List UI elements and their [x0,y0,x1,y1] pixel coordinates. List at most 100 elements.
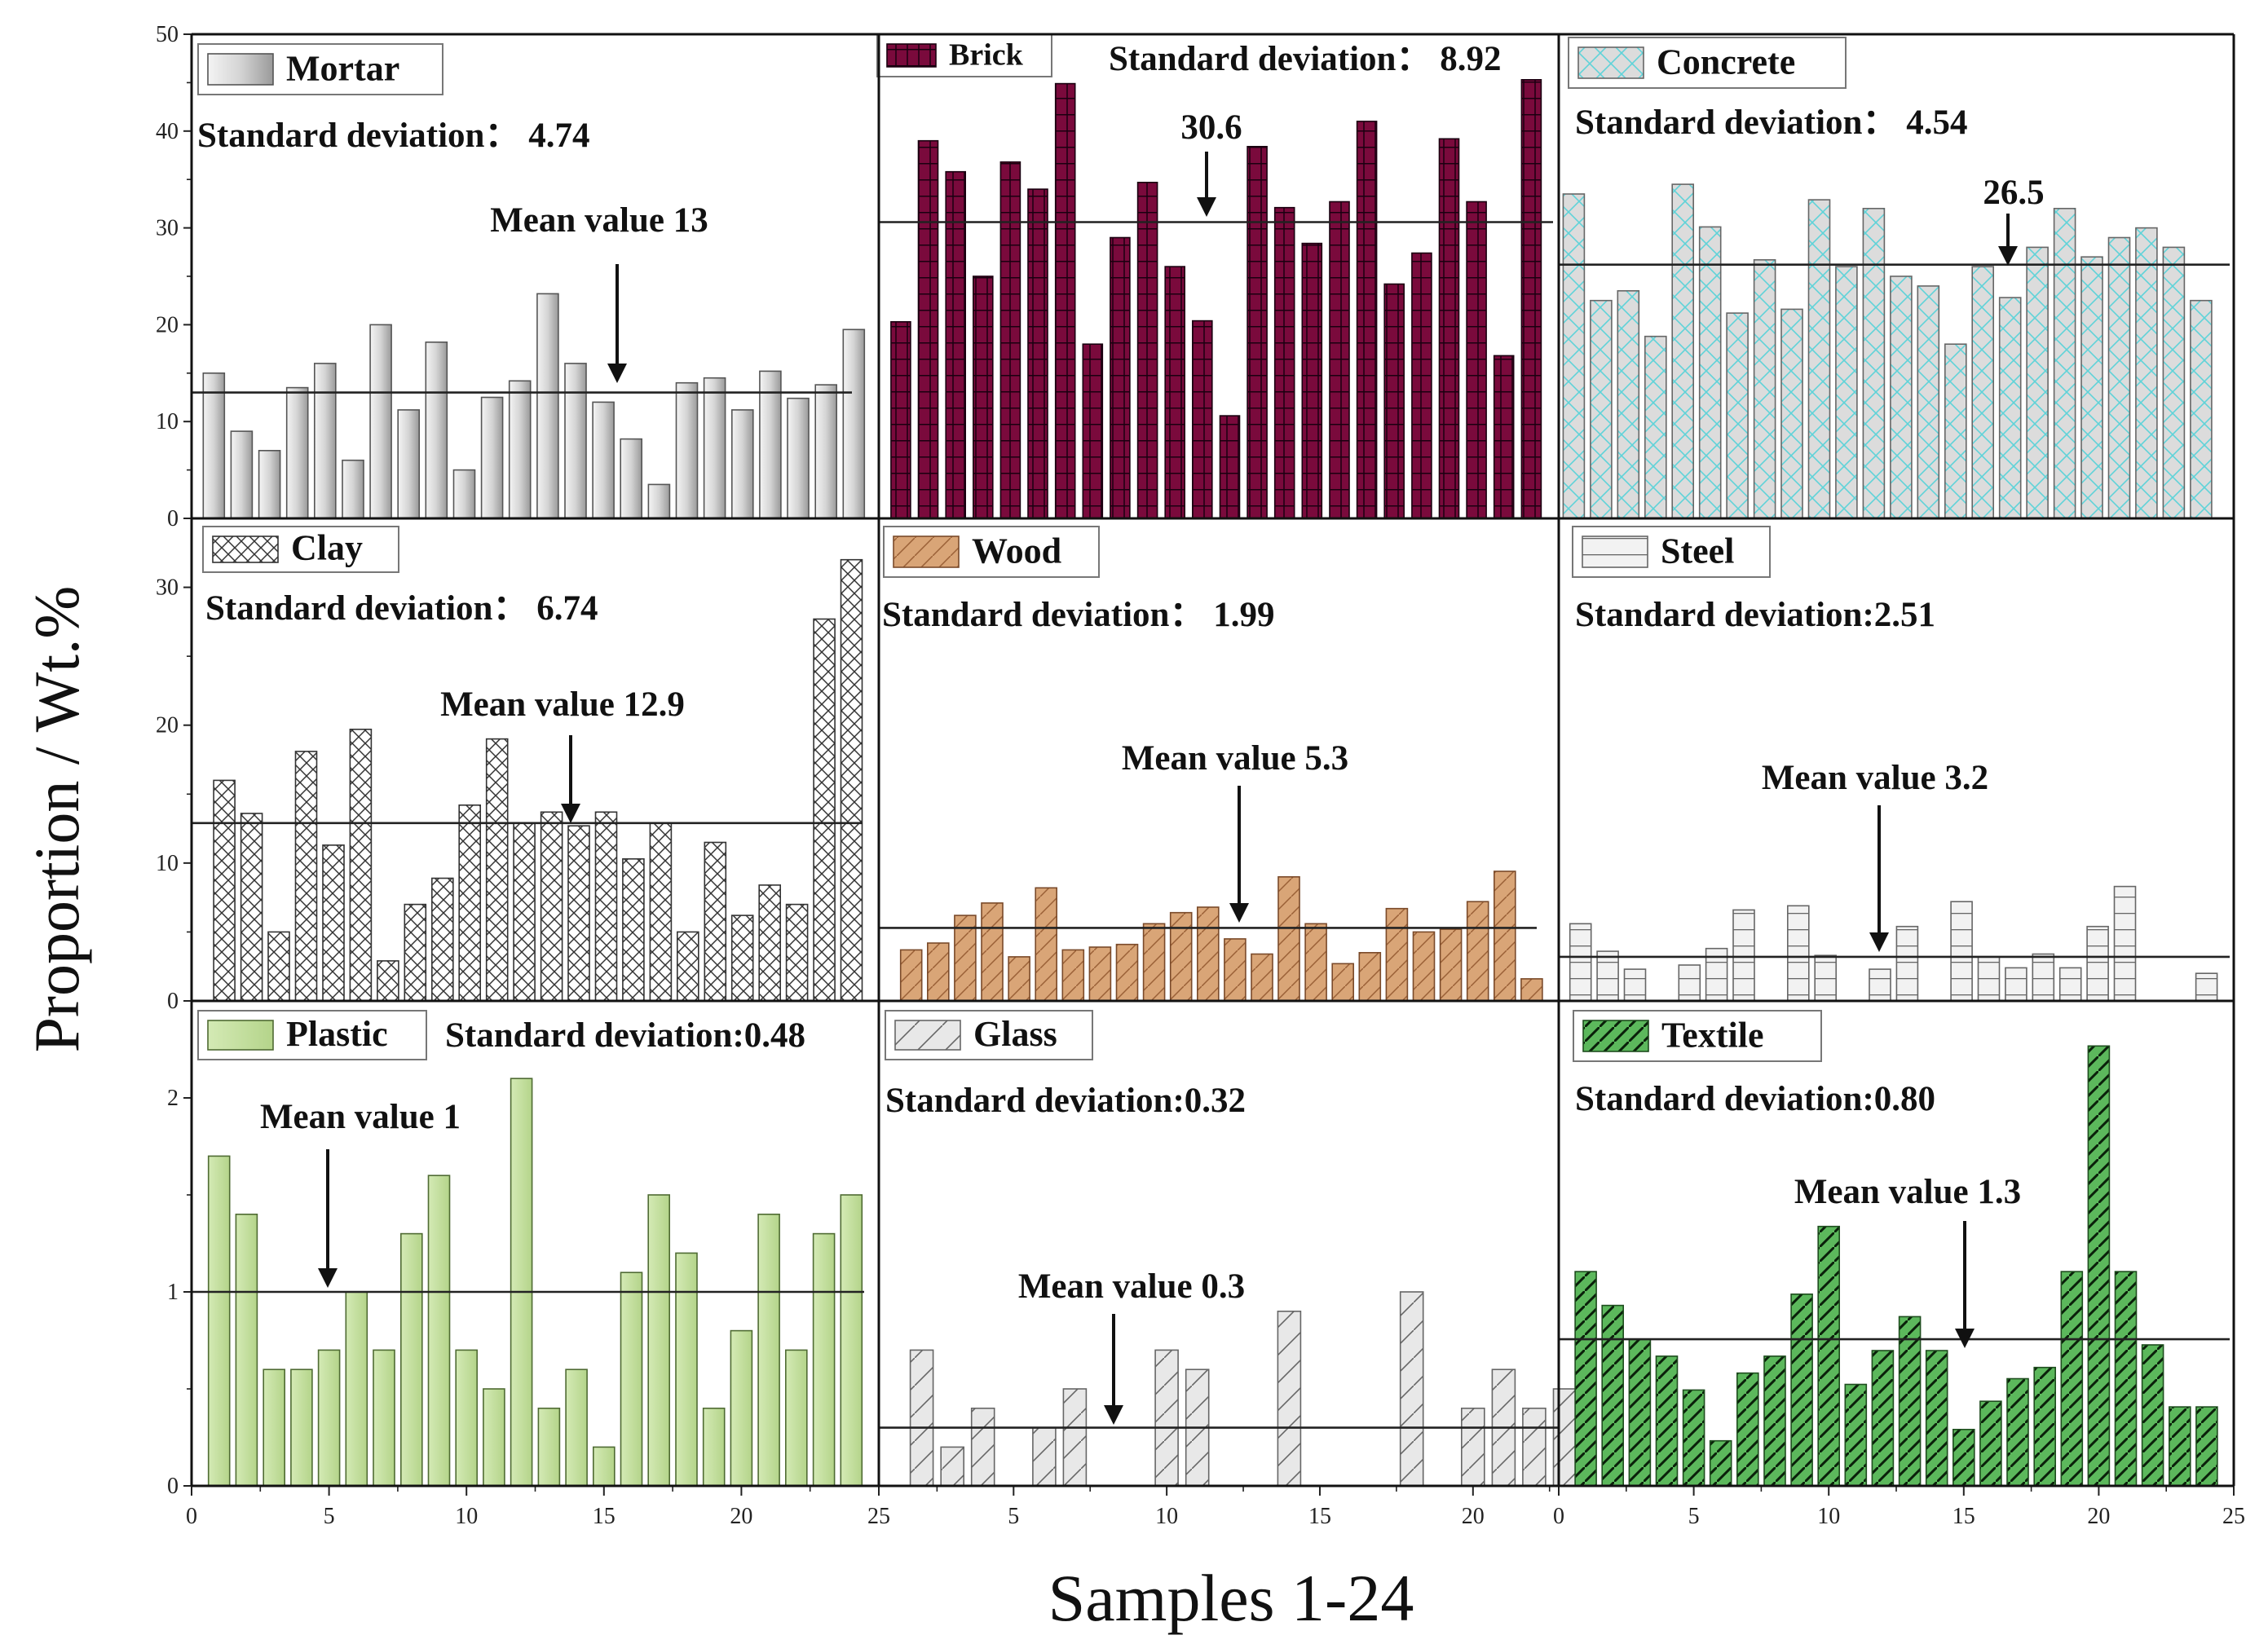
glass-bar-3 [970,1408,995,1487]
steel-bar-2 [1596,950,1619,1002]
panel-steel: Steel Standard deviation:2.51 Mean value 3… [1559,526,2230,1002]
glass-mean-label: Mean value 0.3 [1018,1267,1245,1306]
clay-bar-17 [649,822,673,1002]
concrete-bar-23 [2162,246,2186,519]
wood-bar-14 [1251,953,1273,1002]
concrete-bar-24 [2190,299,2213,519]
wood-mean-label: Mean value 5.3 [1122,739,1348,778]
glass-bar-6 [1062,1388,1088,1487]
brick-bar-22 [1466,201,1487,519]
brick-bar-10 [1136,182,1158,519]
glass-bar-13 [1277,1311,1302,1487]
brick-mean-arrowhead [1197,197,1216,217]
concrete-legend-swatch [1577,46,1644,79]
textile-bar-24 [2195,1406,2218,1487]
clay-ytick-label: 0 [167,989,179,1014]
steel-mean-label: Mean value 3.2 [1762,759,1988,797]
glass-bar-21 [1522,1408,1547,1487]
clay-bar-5 [322,844,345,1002]
mortar-bar-11 [480,396,504,519]
mortar-legend-label: Mortar [286,49,399,89]
concrete-bar-3 [1617,289,1640,519]
concrete-legend-label: Concrete [1657,42,1795,82]
textile-mean-label: Mean value 1.3 [1794,1173,2021,1211]
textile-bar-20 [2087,1045,2111,1487]
glass-bar-19 [1461,1408,1485,1487]
plastic-ytick-label: 2 [167,1086,179,1111]
wood-bar-8 [1088,946,1112,1002]
concrete-bar-6 [1698,226,1722,519]
mortar-ytick-label: 10 [156,409,179,434]
clay-bar-16 [622,858,645,1002]
plastic-bar-24 [840,1194,863,1487]
textile-bar-15 [1953,1429,1975,1487]
concrete-bar-18 [2026,246,2049,519]
textile-bar-8 [1763,1355,1786,1487]
concrete-bar-10 [1807,199,1831,519]
concrete-bar-19 [2053,208,2076,519]
mortar-bar-10 [452,469,476,519]
textile-xtick-label: 20 [2087,1504,2110,1529]
glass-xtick-label: 20 [1462,1504,1485,1529]
brick-bar-5 [999,161,1021,519]
glass-legend-label: Glass [973,1014,1057,1054]
mortar-legend-swatch [207,53,274,86]
glass-bar-9 [1154,1349,1179,1487]
panel-plastic: Plastic Standard deviation:0.48 Mean value… [192,1010,864,1487]
plastic-xtick-label: 25 [867,1504,890,1529]
clay-bar-24 [840,558,863,1002]
panel-wood: Wood Standard deviation： 1.99 Mean value 5… [879,526,1543,1002]
textile-bar-10 [1817,1225,1840,1487]
mortar-ytick-label: 40 [156,119,179,144]
steel-bar-17 [2005,967,2028,1002]
brick-legend-label: Brick [949,37,1024,72]
plastic-bar-23 [812,1232,836,1487]
textile-bar-3 [1628,1338,1652,1487]
mortar-bar-14 [564,363,587,519]
steel-legend-label: Steel [1661,531,1734,571]
textile-bar-9 [1790,1294,1813,1487]
wood-bar-19 [1385,907,1409,1002]
brick-bar-4 [973,275,994,519]
mortar-bar-21 [759,370,782,519]
wood-bar-21 [1439,928,1463,1002]
plastic-bar-15 [592,1446,616,1487]
mortar-bar-5 [313,363,337,519]
plastic-bar-18 [675,1252,698,1487]
textile-xtick-label: 5 [1688,1504,1700,1529]
glass-bar-22 [1552,1388,1577,1487]
mortar-ytick-label: 30 [156,216,179,241]
mortar-bar-8 [397,409,421,519]
plastic-xtick-label: 5 [324,1504,335,1529]
brick-bar-9 [1110,236,1131,519]
concrete-bar-8 [1753,258,1776,519]
wood-mean-arrowhead [1229,903,1249,923]
plastic-ytick-label: 1 [167,1280,179,1305]
clay-legend-label: Clay [291,527,363,567]
clay-bar-8 [404,903,427,1002]
mortar-bar-24 [842,328,866,519]
textile-bar-16 [1979,1400,2002,1487]
panel-textile: Textile Standard deviation:0.80 Mean value… [1559,1010,2230,1487]
panel-concrete: Concrete Standard deviation： 4.54 26.5 [1559,37,2230,519]
mortar-y-axis: 0 10 20 30 40 50 [156,22,192,531]
clay-bar-3 [267,931,290,1002]
plastic-bar-20 [730,1329,753,1487]
mortar-bar-1 [202,372,226,519]
steel-bar-21 [2113,885,2137,1002]
plastic-bar-5 [317,1349,341,1487]
clay-bar-13 [540,811,563,1002]
glass-bar-5 [1032,1426,1057,1487]
concrete-bar-16 [1971,266,1994,519]
plastic-bar-10 [455,1349,479,1487]
brick-bar-11 [1164,266,1185,519]
mortar-bar-19 [703,377,726,519]
textile-bar-2 [1601,1304,1624,1487]
brick-bar-23 [1493,355,1515,519]
plastic-bar-4 [290,1369,313,1487]
concrete-bar-22 [2135,227,2158,519]
mortar-ytick-label: 0 [167,506,179,531]
wood-bar-20 [1412,931,1436,1002]
wood-legend-swatch [893,536,960,568]
clay-bar-11 [485,738,509,1002]
